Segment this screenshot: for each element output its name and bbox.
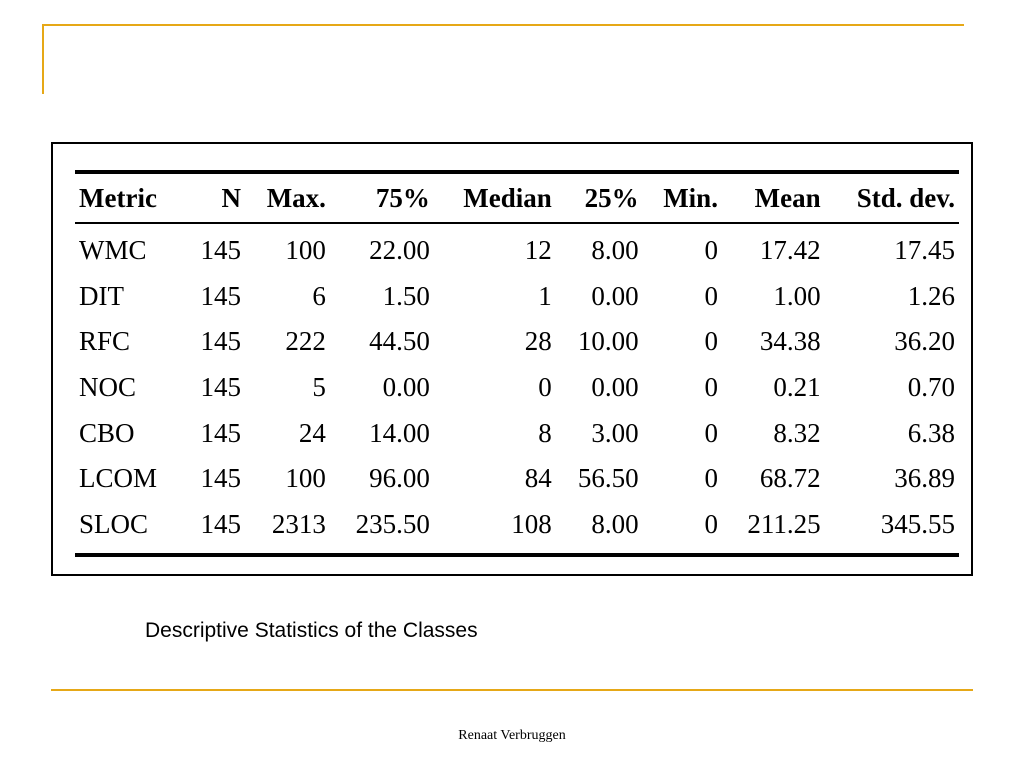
column-header-max: Max. — [266, 182, 326, 213]
cell-75: 14.00 — [369, 417, 430, 448]
table-row: CBO 145 24 14.00 8 3.00 0 8.32 6.38 — [75, 410, 959, 456]
table-row: DIT 145 6 1.50 1 0.00 0 1.00 1.26 — [75, 274, 959, 320]
cell-25: 10.00 — [577, 326, 639, 357]
cell-metric: CBO — [79, 417, 135, 448]
cell-median: 0 — [538, 372, 552, 403]
statistics-table: Metric N Max. 75% Median 25% Min. Mean S… — [75, 170, 959, 557]
column-header-n: N — [221, 182, 241, 213]
cell-n: 145 — [200, 235, 241, 266]
cell-min: 0 — [704, 372, 718, 403]
cell-n: 145 — [200, 280, 241, 311]
cell-metric: NOC — [79, 372, 137, 403]
cell-median: 108 — [511, 508, 552, 539]
cell-mean: 17.42 — [759, 235, 821, 266]
bottom-accent-rule — [51, 689, 973, 691]
cell-min: 0 — [704, 326, 718, 357]
cell-25: 0.00 — [591, 280, 639, 311]
cell-mean: 68.72 — [759, 463, 821, 494]
cell-min: 0 — [704, 417, 718, 448]
column-header-metric: Metric — [79, 182, 157, 213]
cell-max: 6 — [312, 280, 326, 311]
cell-metric: SLOC — [79, 508, 149, 539]
cell-max: 222 — [285, 326, 326, 357]
column-header-mean: Mean — [754, 182, 821, 213]
table-row: WMC 145 100 22.00 12 8.00 0 17.42 17.45 — [75, 223, 959, 274]
table-caption: Descriptive Statistics of the Classes — [145, 619, 478, 642]
cell-n: 145 — [200, 508, 241, 539]
table-row: SLOC 145 2313 235.50 108 8.00 0 211.25 3… — [75, 502, 959, 556]
column-header-median: Median — [463, 182, 552, 213]
cell-std-dev: 0.70 — [907, 372, 955, 403]
left-accent-rule — [42, 24, 44, 94]
cell-std-dev: 17.45 — [894, 235, 955, 266]
cell-median: 1 — [538, 280, 552, 311]
cell-mean: 8.32 — [773, 417, 821, 448]
table-row: LCOM 145 100 96.00 84 56.50 0 68.72 36.8… — [75, 456, 959, 502]
table-row: NOC 145 5 0.00 0 0.00 0 0.21 0.70 — [75, 365, 959, 411]
cell-75: 96.00 — [369, 463, 430, 494]
cell-metric: LCOM — [79, 463, 158, 494]
table-header-row: Metric N Max. 75% Median 25% Min. Mean S… — [75, 172, 959, 223]
cell-75: 44.50 — [369, 326, 430, 357]
cell-75: 0.00 — [382, 372, 430, 403]
cell-25: 8.00 — [591, 508, 639, 539]
cell-std-dev: 6.38 — [907, 417, 955, 448]
cell-n: 145 — [200, 372, 241, 403]
cell-75: 1.50 — [382, 280, 430, 311]
cell-max: 100 — [285, 235, 326, 266]
cell-25: 3.00 — [591, 417, 639, 448]
cell-min: 0 — [704, 463, 718, 494]
cell-std-dev: 345.55 — [880, 508, 955, 539]
cell-median: 28 — [524, 326, 552, 357]
cell-max: 5 — [312, 372, 326, 403]
cell-25: 56.50 — [577, 463, 639, 494]
column-header-75: 75% — [375, 182, 430, 213]
cell-median: 8 — [538, 417, 552, 448]
cell-n: 145 — [200, 463, 241, 494]
cell-75: 235.50 — [355, 508, 430, 539]
cell-mean: 34.38 — [759, 326, 821, 357]
cell-25: 8.00 — [591, 235, 639, 266]
cell-max: 100 — [285, 463, 326, 494]
footer-author: Renaat Verbruggen — [458, 728, 566, 743]
top-accent-rule — [42, 24, 964, 26]
cell-std-dev: 36.89 — [894, 463, 955, 494]
cell-min: 0 — [704, 280, 718, 311]
cell-median: 12 — [524, 235, 552, 266]
cell-mean: 211.25 — [747, 508, 821, 539]
cell-std-dev: 1.26 — [907, 280, 955, 311]
cell-metric: DIT — [79, 280, 124, 311]
cell-max: 2313 — [271, 508, 326, 539]
cell-75: 22.00 — [369, 235, 430, 266]
column-header-std-dev: Std. dev. — [856, 182, 955, 213]
cell-std-dev: 36.20 — [894, 326, 955, 357]
cell-25: 0.00 — [591, 372, 639, 403]
table-frame: Metric N Max. 75% Median 25% Min. Mean S… — [51, 142, 973, 576]
table-row: RFC 145 222 44.50 28 10.00 0 34.38 36.20 — [75, 319, 959, 365]
cell-metric: RFC — [79, 326, 131, 357]
column-header-25: 25% — [584, 182, 639, 213]
cell-median: 84 — [524, 463, 552, 494]
cell-mean: 1.00 — [773, 280, 821, 311]
cell-n: 145 — [200, 326, 241, 357]
cell-n: 145 — [200, 417, 241, 448]
cell-metric: WMC — [79, 235, 147, 266]
cell-mean: 0.21 — [773, 372, 821, 403]
cell-min: 0 — [704, 508, 718, 539]
cell-min: 0 — [704, 235, 718, 266]
column-header-min: Min. — [663, 182, 718, 213]
cell-max: 24 — [298, 417, 326, 448]
